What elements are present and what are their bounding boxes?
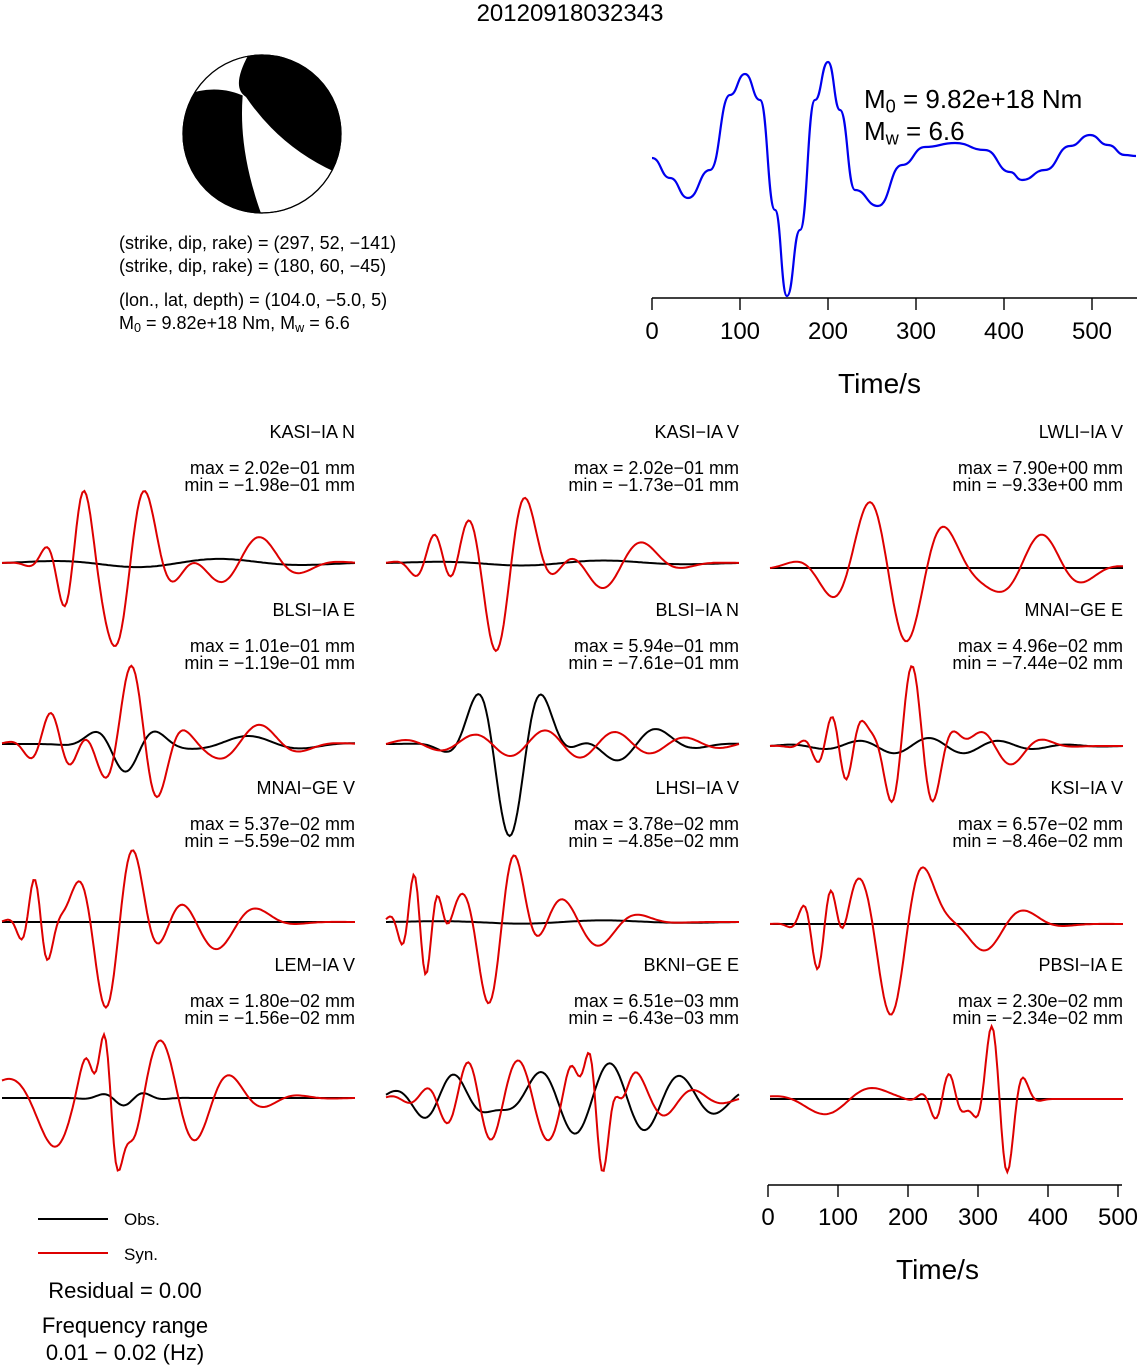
synthetic-trace	[385, 729, 740, 759]
synthetic-trace	[770, 866, 1123, 1016]
beachball-diagram	[182, 54, 342, 214]
station-min: min = −7.61e−01 mm	[568, 653, 739, 673]
station-title: MNAI−GE V	[256, 778, 355, 798]
station-title: BLSI−IA E	[272, 600, 355, 620]
station-max: max = 6.57e−02 mm	[957, 814, 1123, 834]
station-title: BKNI−GE E	[643, 955, 739, 975]
station-max: max = 2.02e−01 mm	[189, 458, 355, 478]
frequency-range-label: Frequency range	[41, 1313, 209, 1338]
stf-axis-tick-label: 300	[895, 318, 937, 345]
stf-axis-tick-label: 500	[1071, 318, 1113, 345]
stf-moment-label: M0 = 9.82e+18 Nm	[864, 84, 1083, 117]
synthetic-trace	[769, 1023, 1123, 1175]
station-title: KSI−IA V	[1050, 778, 1123, 798]
station-title: LEM−IA V	[274, 955, 355, 975]
residual-text: Residual = 0.00	[48, 1278, 202, 1303]
station-min: min = −1.19e−01 mm	[184, 653, 355, 673]
waveform-axis-tick-label: 400	[1027, 1204, 1069, 1231]
stf-axis-tick-label: 200	[807, 318, 849, 345]
synthetic-trace	[1, 849, 355, 1009]
station-max: max = 5.94e−01 mm	[573, 636, 739, 656]
station-max: max = 2.02e−01 mm	[573, 458, 739, 478]
station-max: max = 5.37e−02 mm	[189, 814, 355, 834]
station-min: min = −9.33e+00 mm	[952, 475, 1123, 495]
station-min: min = −1.73e−01 mm	[568, 475, 739, 495]
station-title: LHSI−IA V	[655, 778, 739, 798]
station-min: min = −4.85e−02 mm	[568, 831, 739, 851]
synthetic-trace	[769, 500, 1123, 643]
frequency-range-value: 0.01 − 0.02 (Hz)	[45, 1340, 205, 1365]
station-title: KASI−IA N	[269, 422, 355, 442]
observed-trace	[385, 1062, 740, 1135]
station-min: min = −7.44e−02 mm	[952, 653, 1123, 673]
station-min: min = −1.98e−01 mm	[184, 475, 355, 495]
waveform-axis-tick-label: 200	[887, 1204, 929, 1231]
synthetic-trace	[2, 489, 356, 647]
observed-trace	[386, 693, 739, 838]
station-min: min = −5.59e−02 mm	[184, 831, 355, 851]
station-min: min = −2.34e−02 mm	[952, 1008, 1123, 1028]
station-max: max = 4.96e−02 mm	[957, 636, 1123, 656]
nodal-plane-2: (strike, dip, rake) = (180, 60, −45)	[119, 256, 387, 276]
station-max: max = 3.78e−02 mm	[573, 814, 739, 834]
station-title: KASI−IA V	[654, 422, 739, 442]
synthetic-trace	[385, 496, 739, 653]
station-min: min = −6.43e−03 mm	[568, 1008, 739, 1028]
station-max: max = 1.80e−02 mm	[189, 991, 355, 1011]
stf-axis-tick-label: 400	[983, 318, 1025, 345]
waveform-axis-tick-label: 100	[817, 1204, 859, 1231]
beachball-compression-right	[238, 55, 341, 186]
stf-curve	[651, 60, 1137, 298]
station-title: PBSI−IA E	[1038, 955, 1123, 975]
station-title: MNAI−GE E	[1024, 600, 1123, 620]
synthetic-trace	[385, 1051, 740, 1173]
waveform-axis-tick-label: 0	[761, 1204, 775, 1231]
stf-axis-tick-label: 0	[645, 318, 659, 345]
legend-syn-label: Syn.	[124, 1245, 159, 1264]
station-max: max = 2.30e−02 mm	[957, 991, 1123, 1011]
stf-axis-tick-label: 100	[719, 318, 761, 345]
waveform-x-axis-title: Time/s	[896, 1254, 979, 1285]
station-max: max = 7.90e+00 mm	[957, 458, 1123, 478]
station-max: max = 1.01e−01 mm	[189, 636, 355, 656]
stf-plot	[651, 60, 1137, 310]
synthetic-trace	[770, 664, 1123, 804]
station-max: max = 6.51e−03 mm	[573, 991, 739, 1011]
source-location: (lon., lat, depth) = (104.0, −5.0, 5)	[119, 290, 388, 310]
stf-magnitude-label: Mw = 6.6	[864, 116, 965, 149]
station-min: min = −1.56e−02 mm	[184, 1008, 355, 1028]
stf-x-axis-title: Time/s	[838, 368, 921, 399]
figure-title: 20120918032343	[476, 0, 664, 27]
station-min: min = −8.46e−02 mm	[952, 831, 1123, 851]
synthetic-trace	[385, 854, 739, 1005]
synthetic-trace	[1, 664, 356, 799]
station-title: BLSI−IA N	[655, 600, 739, 620]
station-title: LWLI−IA V	[1038, 422, 1123, 442]
source-moment: M0 = 9.82e+18 Nm, Mw = 6.6	[119, 313, 350, 336]
observed-trace	[1, 557, 356, 569]
waveform-axis-tick-label: 500	[1097, 1204, 1139, 1231]
legend-obs-label: Obs.	[124, 1210, 160, 1229]
synthetic-trace	[1, 1031, 355, 1172]
nodal-plane-1: (strike, dip, rake) = (297, 52, −141)	[119, 233, 397, 253]
waveform-axis-tick-label: 300	[957, 1204, 999, 1231]
waveform-time-axis	[767, 1184, 1122, 1197]
legend-lines	[38, 1218, 108, 1254]
